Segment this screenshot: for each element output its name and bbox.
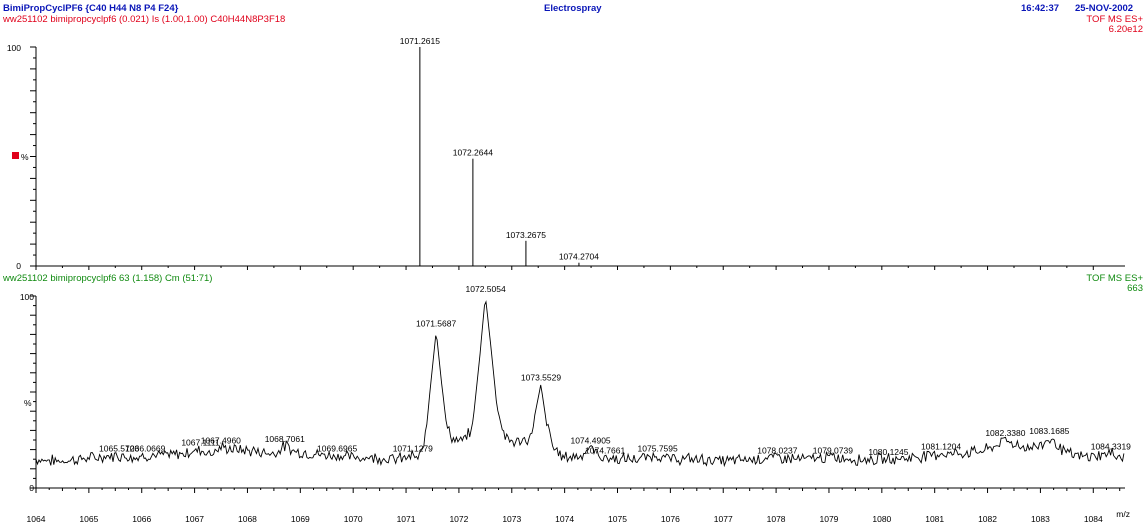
bottom-trace: [35, 300, 1125, 468]
x-tick-label: 1083: [1031, 514, 1050, 524]
top-axes: [30, 46, 1125, 270]
x-tick-label: 1067: [185, 514, 204, 524]
acquisition-time: 16:42:37: [1021, 3, 1060, 14]
bottom-y-percent: %: [24, 398, 32, 408]
bottom-intensity-label: 663: [1127, 283, 1143, 294]
x-tick-label: 1075: [608, 514, 627, 524]
x-tick-label: 1071: [397, 514, 416, 524]
top-y-100: 100: [7, 43, 21, 53]
bottom-peak-label: 1068.7061: [265, 434, 305, 444]
x-tick-label: 1070: [344, 514, 363, 524]
bottom-peak-label: 1080.1245: [868, 447, 908, 457]
top-peak-label: 1074.2704: [559, 252, 599, 262]
x-tick-label: 1076: [661, 514, 680, 524]
top-peak-label: 1072.2644: [453, 148, 493, 158]
bottom-peak-label: 1082.3380: [985, 428, 1025, 438]
ionization-label: Electrospray: [544, 3, 602, 14]
x-tick-label: 1069: [291, 514, 310, 524]
bottom-peak-label: 1073.5529: [521, 372, 561, 382]
bottom-peak-label: 1072.5054: [466, 284, 506, 294]
bottom-peak-label: 1065.5723: [99, 443, 139, 453]
top-peak-label: 1073.2675: [506, 230, 546, 240]
bottom-peak-label: 1071.1279: [393, 443, 433, 453]
legend-marker: [12, 152, 19, 159]
bottom-peak-label: 1074.7661: [585, 445, 625, 455]
top-peak-label: 1071.2615: [400, 36, 440, 46]
bottom-peak-label: 1084.3319: [1091, 441, 1131, 451]
top-subtitle: ww251102 bimipropcyclpf6 (0.021) Is (1.0…: [3, 14, 286, 25]
x-tick-label: 1082: [978, 514, 997, 524]
bottom-peak-label: 1081.1204: [921, 441, 961, 451]
bottom-peak-label: 1066.0669: [125, 443, 165, 453]
x-tick-label: 1065: [79, 514, 98, 524]
top-y-0: 0: [16, 261, 21, 271]
bottom-y-100: 100: [20, 292, 34, 302]
bottom-peak-label: 1069.6965: [317, 443, 357, 453]
x-tick-label: 1066: [132, 514, 151, 524]
x-tick-label: 1074: [555, 514, 574, 524]
bottom-peak-label: 1067.1111: [181, 438, 220, 448]
bottom-peak-label: 1071.5687: [416, 319, 456, 329]
top-peaks: 1071.2615 1072.2644 1073.2675 1074.2704: [400, 36, 599, 266]
x-tick-label: 1080: [872, 514, 891, 524]
x-tick-label: 1078: [767, 514, 786, 524]
x-tick-label: 1081: [925, 514, 944, 524]
bottom-axes: 1064 1065 1066 1067 1068 1069 1070 1071 1072 1073…: [27, 295, 1125, 524]
x-tick-label: 1072: [449, 514, 468, 524]
bottom-peak-label: 1067.4960: [201, 436, 241, 446]
bottom-peak-label: 1074.4905: [570, 436, 610, 446]
spectrum-title: BimiPropCyclPF6 {C40 H44 N8 P4 F24}: [3, 3, 179, 14]
bottom-peak-label: 1079.0739: [813, 445, 853, 455]
acquisition-date: 25-NOV-2002: [1075, 3, 1134, 14]
x-tick-label: 1079: [820, 514, 839, 524]
bottom-peak-label: 1075.7595: [638, 443, 678, 453]
bottom-peak-label: 1078.0237: [757, 445, 797, 455]
spectrum-trace: [35, 300, 1125, 468]
bottom-peak-label: 1083.1685: [1029, 426, 1069, 436]
bottom-subtitle: ww251102 bimipropcyclpf6 63 (1.158) Cm (…: [3, 273, 213, 284]
bottom-y-0: 0: [29, 483, 34, 493]
x-tick-label: 1073: [502, 514, 521, 524]
x-tick-label: 1084: [1084, 514, 1103, 524]
x-tick-label: 1068: [238, 514, 257, 524]
top-intensity-label: 6.20e12: [1108, 24, 1143, 35]
x-unit-label: m/z: [1116, 509, 1130, 519]
x-tick-label: 1064: [27, 514, 46, 524]
x-tick-label: 1077: [714, 514, 733, 524]
bottom-mode-label: TOF MS ES+: [1086, 273, 1143, 284]
top-mode-label: TOF MS ES+: [1086, 14, 1143, 25]
top-y-percent: %: [21, 152, 29, 162]
